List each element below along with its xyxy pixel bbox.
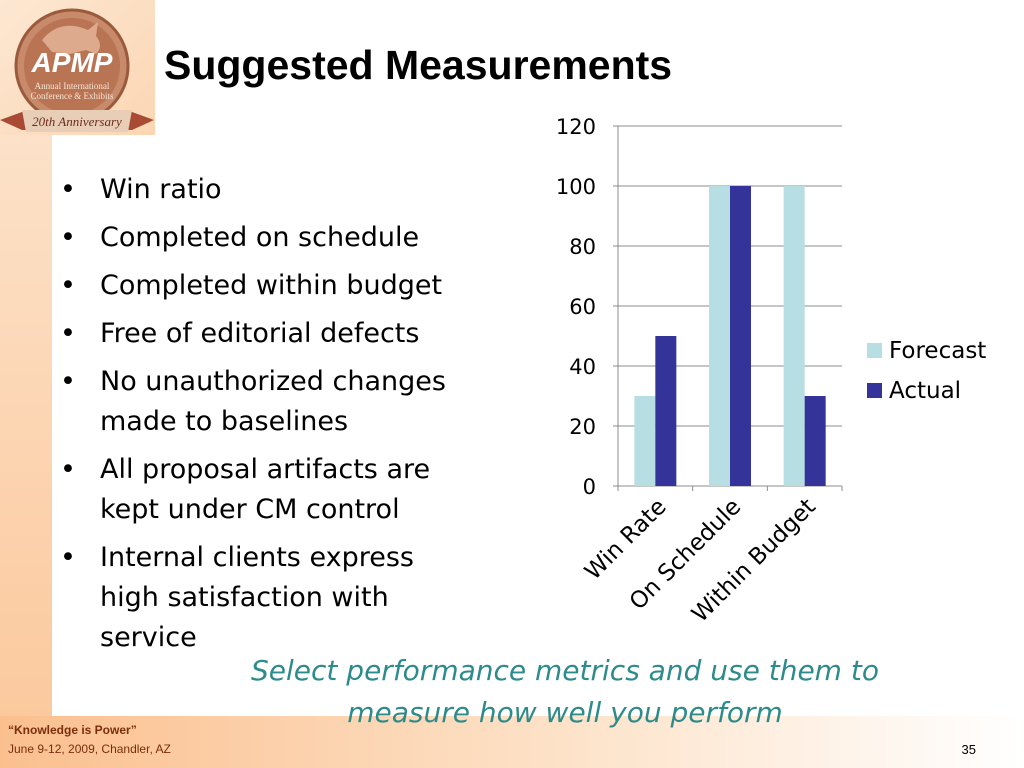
bullet-text-line: Internal clients express <box>100 542 414 573</box>
bullet-item: • All proposal artifacts are kept under CM… <box>60 450 500 530</box>
bullet-dot-icon: • <box>60 222 76 253</box>
legend-swatch-actual <box>867 383 882 398</box>
bullet-item: • Completed on schedule <box>60 218 500 258</box>
bullet-item: • No unauthorized changes made to baseline… <box>60 362 500 442</box>
bar-forecast <box>709 186 730 486</box>
bullet-text-line: Free of editorial defects <box>100 318 420 349</box>
bullet-text-line: high satisfaction with <box>100 582 389 613</box>
bullet-dot-icon: • <box>60 318 76 349</box>
y-tick-label: 0 <box>583 475 596 499</box>
bullet-text-line: Win ratio <box>100 174 222 205</box>
footer-quote: “Knowledge is Power” <box>8 723 137 737</box>
footer-date: June 9-12, 2009, Chandler, AZ <box>8 742 171 756</box>
y-tick-label: 60 <box>569 295 596 319</box>
logo-line1: Annual International <box>35 81 110 91</box>
bullet-text-line: All proposal artifacts are <box>100 454 431 485</box>
legend-swatch-forecast <box>867 343 882 358</box>
bullet-text-line: made to baselines <box>100 406 349 437</box>
bullet-dot-icon: • <box>60 174 76 205</box>
bullet-dot-icon: • <box>60 542 76 573</box>
apmp-logo: APMP Annual International Conference & E… <box>0 8 154 132</box>
y-tick-label: 80 <box>569 235 596 259</box>
logo-ribbon-text: 20th Anniversary <box>32 114 122 129</box>
bar-forecast <box>783 186 805 486</box>
bar-forecast <box>634 396 656 486</box>
logo-ribbon-face-icon <box>22 110 132 132</box>
legend-label-actual: Actual <box>889 378 961 404</box>
caption: Select performance metrics and use them … <box>210 650 920 734</box>
y-tick-label: 40 <box>569 355 596 379</box>
horse-icon <box>42 22 100 54</box>
bullet-item: • Free of editorial defects <box>60 314 500 354</box>
bullet-list: • Win ratio • Completed on schedule • Complet… <box>60 170 500 666</box>
y-tick-label: 20 <box>569 415 596 439</box>
caption-line-1: Select performance metrics and use them … <box>251 654 879 687</box>
bullet-item: • Completed within budget <box>60 266 500 306</box>
legend-label-forecast: Forecast <box>889 338 986 364</box>
logo-line2: Conference & Exhibits <box>31 91 114 101</box>
background-frame-bottom <box>0 716 1024 768</box>
caption-line-2: measure how well you perform <box>347 696 783 729</box>
bullet-item: • Win ratio <box>60 170 500 210</box>
bullet-dot-icon: • <box>60 454 76 485</box>
page-number: 35 <box>961 742 976 757</box>
bullet-text-line: service <box>100 622 197 653</box>
bullet-text-line: Completed on schedule <box>100 222 420 253</box>
bar-actual <box>655 336 677 486</box>
bullet-text-line: Completed within budget <box>100 270 443 301</box>
bar-actual <box>730 186 751 486</box>
bullet-text-line: No unauthorized changes <box>100 366 446 397</box>
bullet-text-line: kept under CM control <box>100 494 400 525</box>
bullet-dot-icon: • <box>60 366 76 397</box>
bullet-dot-icon: • <box>60 270 76 301</box>
y-tick-label: 100 <box>556 175 596 199</box>
bar-actual <box>804 396 826 486</box>
y-tick-label: 120 <box>556 115 596 139</box>
logo-brand: APMP <box>31 47 113 78</box>
bullet-item: • Internal clients express high satisfacti… <box>60 538 500 658</box>
slide-title: Suggested Measurements <box>164 42 673 88</box>
